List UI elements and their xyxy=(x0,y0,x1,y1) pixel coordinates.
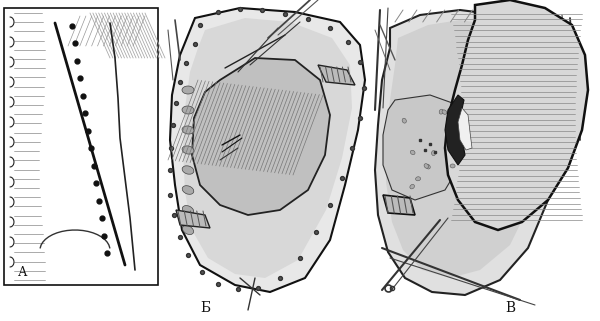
Ellipse shape xyxy=(448,121,453,125)
Ellipse shape xyxy=(426,164,430,169)
Polygon shape xyxy=(170,8,365,292)
Ellipse shape xyxy=(452,152,457,156)
Polygon shape xyxy=(192,58,330,215)
Ellipse shape xyxy=(182,225,194,235)
Polygon shape xyxy=(445,0,588,230)
Ellipse shape xyxy=(450,164,455,168)
Polygon shape xyxy=(383,95,465,200)
Ellipse shape xyxy=(431,151,436,156)
Text: Б: Б xyxy=(200,301,210,315)
Ellipse shape xyxy=(182,146,194,154)
Polygon shape xyxy=(4,8,158,285)
Ellipse shape xyxy=(402,118,406,123)
Ellipse shape xyxy=(424,164,428,168)
Polygon shape xyxy=(383,195,415,215)
Ellipse shape xyxy=(182,86,194,94)
Text: А: А xyxy=(18,266,28,280)
Ellipse shape xyxy=(410,150,415,155)
Ellipse shape xyxy=(182,166,194,174)
Polygon shape xyxy=(458,108,472,150)
Ellipse shape xyxy=(182,106,194,114)
Polygon shape xyxy=(375,10,565,295)
Ellipse shape xyxy=(182,186,194,194)
Ellipse shape xyxy=(416,177,421,181)
Text: В: В xyxy=(505,301,515,315)
Polygon shape xyxy=(183,18,352,278)
Ellipse shape xyxy=(182,126,194,134)
Ellipse shape xyxy=(182,205,194,214)
Polygon shape xyxy=(318,65,355,85)
Polygon shape xyxy=(176,210,210,228)
Ellipse shape xyxy=(410,185,415,189)
Ellipse shape xyxy=(442,110,447,114)
Polygon shape xyxy=(386,20,550,278)
Polygon shape xyxy=(445,95,465,165)
Ellipse shape xyxy=(439,109,443,114)
